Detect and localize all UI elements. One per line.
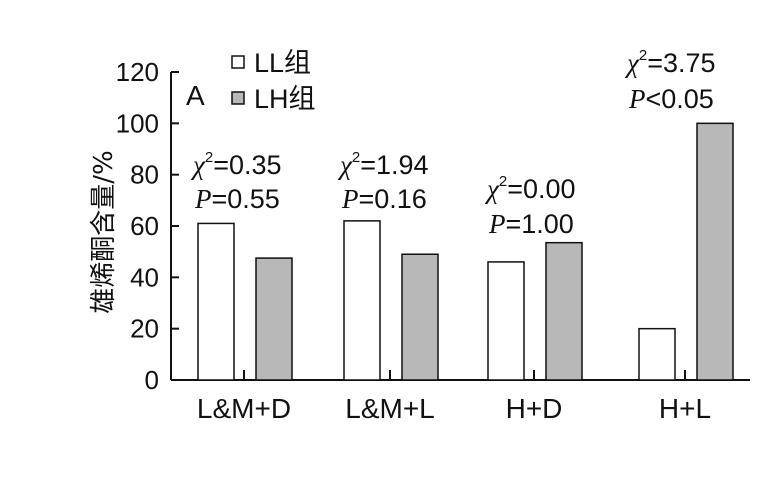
bar-lh-2 [545, 241, 583, 381]
panel-label: A [186, 80, 205, 111]
legend-label: LL组 [254, 48, 311, 78]
chi-symbol: χ [190, 150, 206, 180]
p-symbol: P [628, 84, 646, 114]
p-value-annotation: P=0.16 [341, 184, 427, 214]
ticks: 0 20 40 60 80 100 120 L&M+D L&M+L H+D H+L [116, 57, 711, 424]
p-value: =0.16 [359, 184, 427, 214]
bar-ll-1 [343, 220, 381, 381]
y-tick-label: 80 [130, 160, 159, 190]
x-tick-label: H+D [506, 393, 563, 424]
legend-swatch-lh [231, 91, 245, 105]
chi-symbol: χ [624, 48, 640, 78]
chi-square-annotation: χ2=3.75 [624, 47, 716, 78]
legend-swatch-ll [231, 55, 245, 69]
legend: LL组 LH组 [231, 48, 316, 114]
p-value: <0.05 [646, 84, 714, 114]
chi-superscript: 2 [639, 47, 647, 64]
bar-lh-0 [255, 257, 293, 381]
p-value: =0.55 [212, 184, 280, 214]
chi-square-annotation: χ2=0.00 [484, 173, 576, 204]
chi-value: =0.35 [213, 150, 281, 180]
bar-lh-1 [401, 253, 439, 381]
bar-ll-2 [487, 261, 525, 381]
p-value-annotation: P=1.00 [488, 209, 574, 239]
x-tick-label: H+L [659, 393, 711, 424]
legend-label: LH组 [254, 84, 316, 114]
chi-superscript: 2 [205, 149, 213, 166]
chi-symbol: χ [337, 150, 353, 180]
chi-value: =3.75 [647, 48, 715, 78]
bar-ll-3 [638, 327, 676, 381]
y-tick-label: 40 [130, 262, 159, 292]
p-symbol: P [488, 209, 506, 239]
bar-lh-3 [696, 122, 734, 381]
bars [197, 122, 734, 381]
y-axis-label: 雄烯酮含量/% [89, 150, 119, 313]
y-tick-label: 60 [130, 211, 159, 241]
p-value-annotation: P<0.05 [628, 84, 714, 114]
chi-symbol: χ [484, 174, 500, 204]
bar-ll-0 [197, 222, 235, 381]
chi-square-annotation: χ2=1.94 [337, 149, 429, 180]
y-tick-label: 100 [116, 108, 159, 138]
y-tick-label: 20 [130, 314, 159, 344]
chi-square-annotation: χ2=0.35 [190, 149, 282, 180]
p-value-annotation: P=0.55 [194, 184, 280, 214]
chi-value: =1.94 [360, 150, 428, 180]
y-tick-label: 120 [116, 57, 159, 87]
x-tick-label: L&M+L [345, 393, 435, 424]
chi-superscript: 2 [499, 173, 507, 190]
p-symbol: P [341, 184, 359, 214]
chi-value: =0.00 [507, 174, 575, 204]
chi-superscript: 2 [352, 149, 360, 166]
p-value: =1.00 [506, 209, 574, 239]
y-tick-label: 0 [145, 365, 159, 395]
x-tick-label: L&M+D [197, 393, 291, 424]
p-symbol: P [194, 184, 212, 214]
